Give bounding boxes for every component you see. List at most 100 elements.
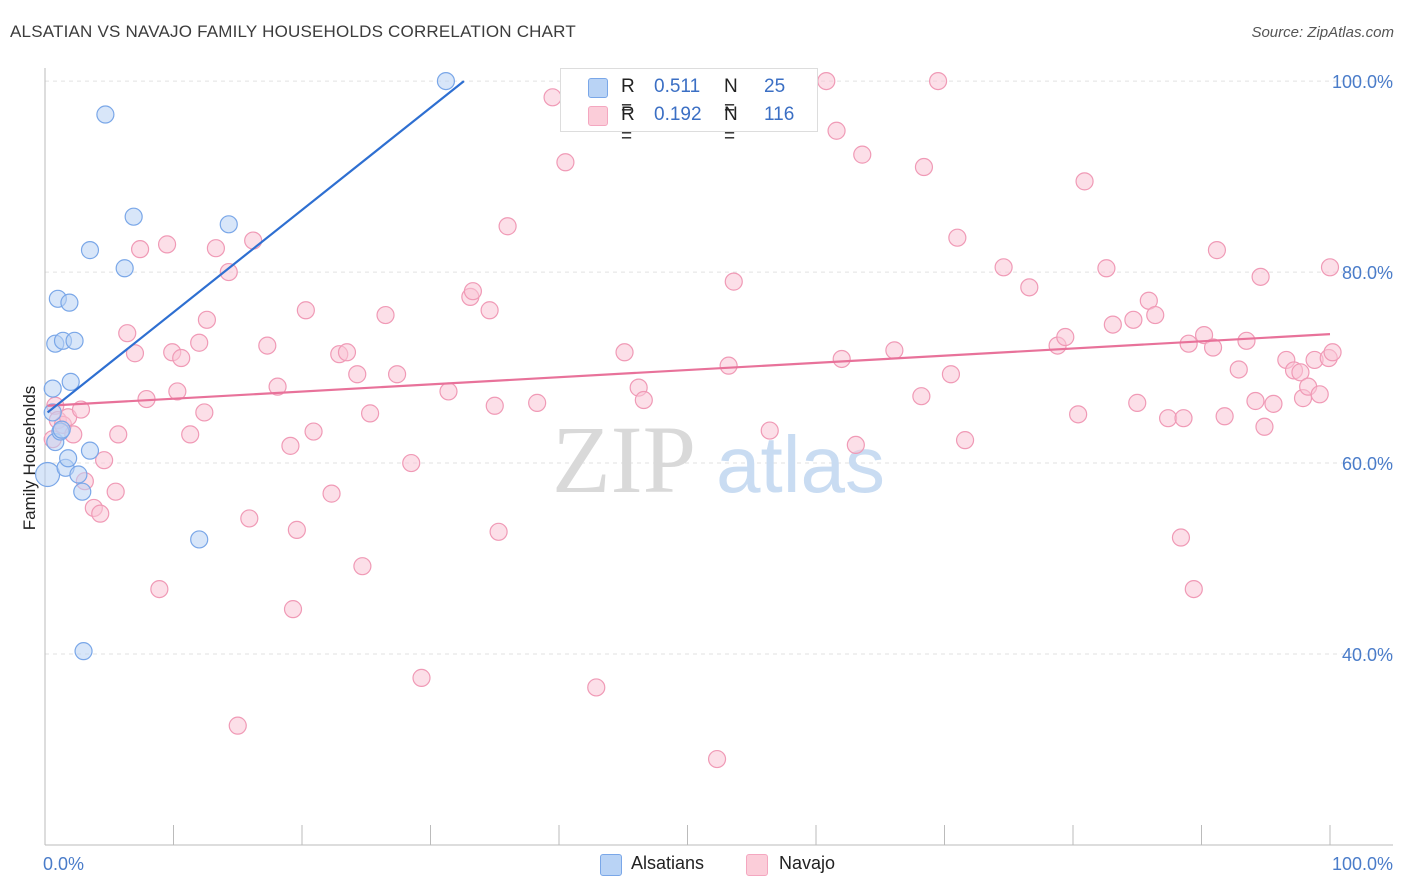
- navajo-point: [439, 382, 458, 401]
- navajo-point: [283, 600, 303, 619]
- navajo-point: [1291, 363, 1310, 382]
- alsatian-point: [60, 293, 79, 312]
- navajo-point: [1158, 409, 1178, 428]
- navajo-point: [1323, 343, 1342, 362]
- navajo-point: [353, 557, 372, 576]
- navajo-point: [1069, 405, 1088, 424]
- navajo-point: [228, 716, 247, 735]
- alsatians-r-value: 0.511: [654, 76, 701, 97]
- navajo-point: [1171, 528, 1191, 547]
- alsatians-swatch: [588, 78, 608, 98]
- alsatian-point: [219, 215, 238, 234]
- trendlines: [46, 80, 1331, 414]
- navajo-point: [587, 678, 606, 697]
- alsatian-points: [34, 71, 456, 661]
- y-tick-label-60: 60.0%: [1342, 454, 1393, 474]
- alsatian-point: [436, 71, 456, 91]
- navajo-point: [106, 482, 125, 501]
- navajo-points: [43, 71, 1342, 769]
- navajo-point: [489, 522, 508, 541]
- alsatian-point: [65, 331, 84, 350]
- navajo-point: [150, 579, 169, 599]
- navajo-point: [719, 356, 738, 375]
- chart-title: ALSATIAN VS NAVAJO FAMILY HOUSEHOLDS COR…: [10, 22, 576, 41]
- navajo-point: [172, 348, 191, 368]
- navajo-point: [287, 520, 306, 539]
- navajo-point: [480, 301, 499, 320]
- navajo-point: [832, 349, 851, 369]
- y-axis-label: Family Households: [20, 386, 39, 531]
- alsatian-point: [115, 259, 134, 278]
- navajo-point: [707, 749, 727, 769]
- navajo-point: [498, 217, 517, 236]
- navajo-point: [1184, 579, 1203, 599]
- navajo-point: [197, 310, 217, 329]
- navajo-point: [1246, 391, 1265, 411]
- navajo-point: [402, 453, 421, 473]
- navajo-point: [95, 451, 114, 470]
- navajo-point: [1255, 417, 1274, 436]
- navajo-point: [281, 436, 300, 455]
- navajo-point: [206, 239, 226, 258]
- navajo-point: [240, 509, 259, 528]
- alsatians-n-value: 25: [764, 76, 786, 97]
- navajo-point: [1020, 278, 1039, 297]
- navajo-point: [941, 365, 961, 384]
- navajo-point: [348, 365, 367, 384]
- navajo-point: [760, 421, 779, 440]
- source-label: Source: ZipAtlas.com: [1251, 24, 1394, 41]
- alsatian-point: [59, 449, 78, 468]
- navajo-point: [1310, 385, 1329, 404]
- navajo-point: [1320, 258, 1340, 277]
- navajo-point: [190, 333, 209, 352]
- navajo-point: [168, 382, 187, 401]
- navajo-point: [1215, 407, 1234, 426]
- alsatian-point: [80, 241, 100, 260]
- bottom-navajo-label: Navajo: [779, 853, 836, 873]
- alsatians-r-label: R =: [621, 76, 635, 119]
- navajo-point: [914, 157, 934, 177]
- alsatian-point: [124, 207, 143, 226]
- x-tick-max: 100.0%: [1332, 854, 1393, 874]
- navajo-point: [556, 153, 575, 172]
- navajo-point: [928, 71, 948, 91]
- axes: [44, 68, 1393, 846]
- navajo-point: [387, 365, 407, 384]
- navajo-point: [885, 341, 904, 360]
- navajo-point: [724, 272, 743, 291]
- alsatian-trendline: [46, 80, 465, 414]
- navajo-swatch: [588, 106, 608, 126]
- navajo-point: [268, 377, 287, 396]
- navajo-n-value: 116: [764, 104, 795, 125]
- navajo-point: [846, 435, 865, 455]
- x-tick-min: 0.0%: [43, 854, 84, 874]
- alsatian-point: [69, 465, 88, 484]
- y-tick-label-80: 80.0%: [1342, 263, 1393, 283]
- navajo-trendline: [47, 333, 1331, 407]
- navajo-point: [1128, 393, 1147, 412]
- navajo-point: [337, 343, 357, 362]
- navajo-point: [994, 258, 1013, 277]
- navajo-point: [1194, 325, 1214, 345]
- navajo-point: [1174, 409, 1193, 428]
- navajo-point: [181, 425, 200, 444]
- navajo-point: [219, 262, 238, 282]
- watermark-zip: ZIP: [552, 406, 696, 513]
- navajo-point: [361, 404, 380, 423]
- navajo-point: [1264, 394, 1283, 413]
- navajo-point: [528, 393, 547, 412]
- navajo-point: [1124, 310, 1143, 329]
- alsatians-n-label: N =: [724, 76, 738, 119]
- navajo-point: [948, 228, 967, 247]
- gridlines: [45, 80, 1393, 655]
- navajo-point: [463, 282, 483, 301]
- navajo-point: [157, 235, 177, 254]
- navajo-point: [244, 231, 263, 250]
- navajo-point: [1097, 259, 1116, 278]
- navajo-point: [125, 344, 145, 363]
- alsatian-point: [34, 461, 61, 488]
- navajo-point: [912, 387, 931, 406]
- watermark-atlas: atlas: [716, 420, 885, 509]
- navajo-point: [1075, 172, 1094, 191]
- navajo-r-label: R =: [621, 104, 635, 147]
